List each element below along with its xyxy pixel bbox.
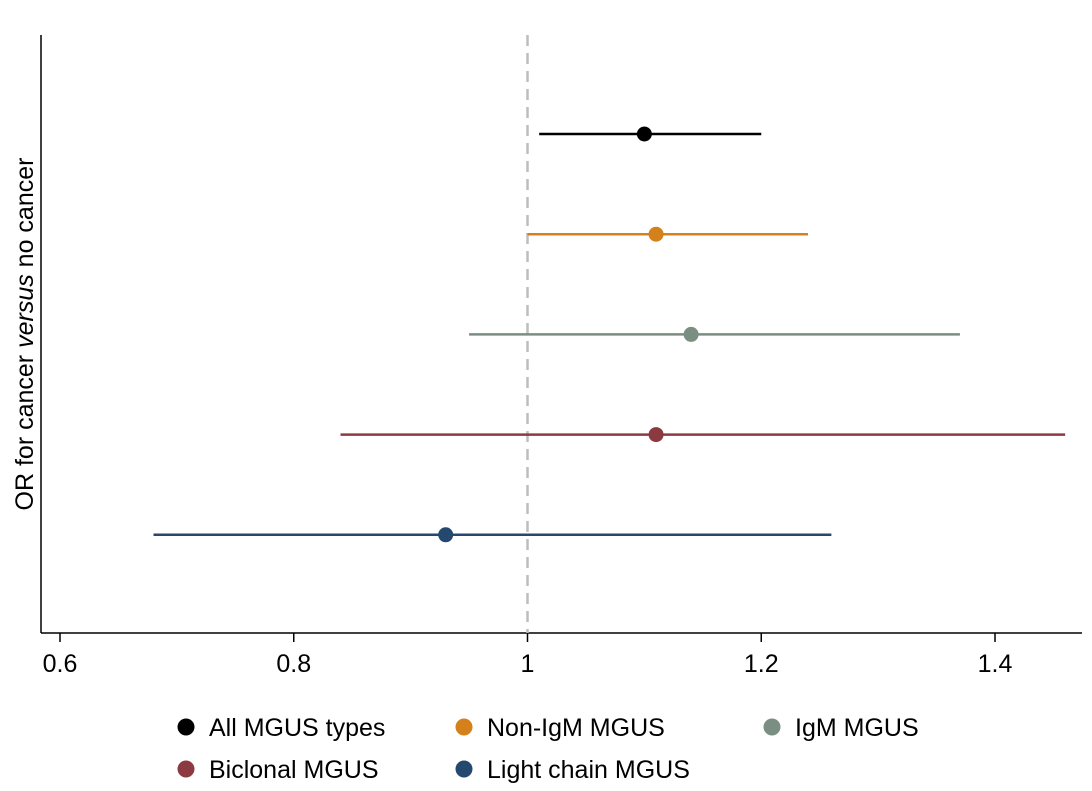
point-estimate-marker	[636, 126, 652, 142]
legend-marker	[177, 718, 195, 736]
legend-item: Biclonal MGUS	[177, 756, 379, 784]
y-axis-label-suffix: no cancer	[11, 158, 39, 275]
y-axis-label-prefix: OR for cancer	[11, 348, 39, 511]
series-2	[469, 326, 960, 342]
x-tick-label: 0.6	[43, 650, 78, 678]
legend-label: Light chain MGUS	[487, 756, 690, 784]
series-group	[153, 126, 1066, 543]
point-estimate-marker	[438, 527, 454, 543]
legend-label: All MGUS types	[209, 714, 385, 742]
y-axis-label: OR for cancer versus no cancer	[11, 158, 39, 511]
legend-item: All MGUS types	[177, 714, 385, 742]
x-axis-ticks: 0.6 0.8 1 1.2 1.4	[43, 633, 1013, 678]
legend-label: IgM MGUS	[795, 714, 919, 742]
legend-item: IgM MGUS	[763, 714, 919, 742]
legend: All MGUS types Non-IgM MGUS IgM MGUS Biclon…	[177, 714, 919, 784]
series-1	[527, 226, 808, 242]
legend-marker	[455, 718, 473, 736]
legend-item: Light chain MGUS	[455, 756, 690, 784]
legend-label: Biclonal MGUS	[209, 756, 379, 784]
y-axis-label-italic: versus	[11, 274, 39, 348]
legend-marker	[455, 760, 473, 778]
series-4	[153, 527, 832, 543]
x-tick-label: 0.8	[276, 650, 311, 678]
x-tick-label: 1.2	[744, 650, 779, 678]
series-0	[539, 126, 762, 142]
point-estimate-marker	[683, 326, 699, 342]
point-estimate-marker	[648, 427, 664, 443]
legend-label: Non-IgM MGUS	[487, 714, 665, 742]
plot-area: 0.6 0.8 1 1.2 1.4	[40, 35, 1082, 678]
legend-marker	[763, 718, 781, 736]
x-tick-label: 1.4	[978, 650, 1013, 678]
x-tick-label: 1	[521, 650, 535, 678]
point-estimate-marker	[648, 226, 664, 242]
series-3	[340, 427, 1066, 443]
legend-item: Non-IgM MGUS	[455, 714, 665, 742]
legend-marker	[177, 760, 195, 778]
